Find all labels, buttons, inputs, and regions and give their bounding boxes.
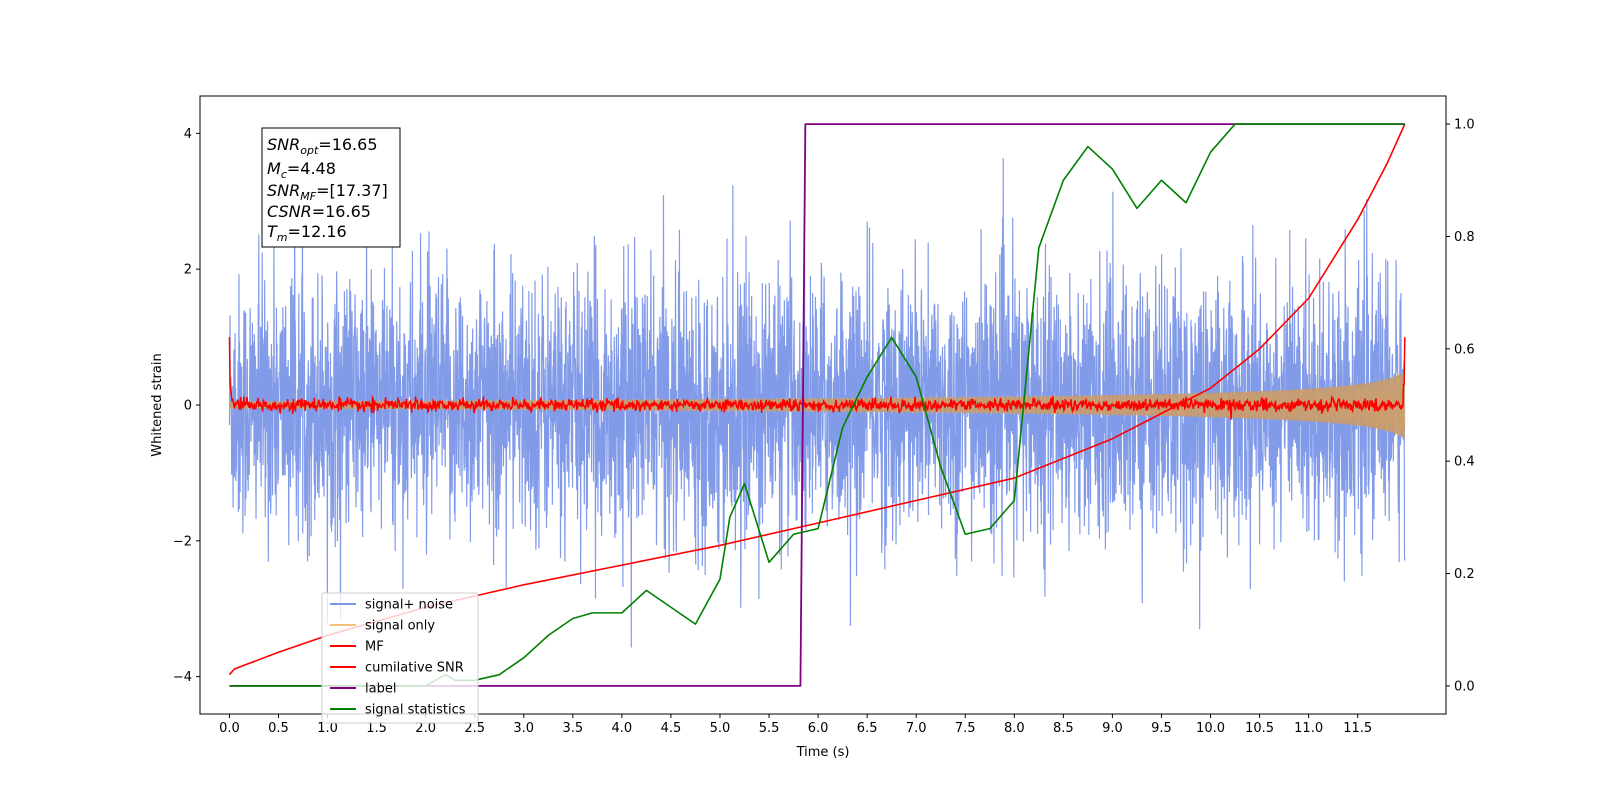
x-tick-label: 9.5	[1151, 721, 1172, 736]
series-cumulative-snr	[228, 123, 1406, 676]
series-mf	[228, 337, 1406, 420]
y-right-tick-label: 0.0	[1454, 679, 1475, 694]
y-right-tick-label: 0.2	[1454, 567, 1475, 582]
series-signal-statistics	[229, 123, 1405, 687]
y-axis-title: Whitened strain	[150, 353, 165, 456]
legend-label: signal statistics	[365, 703, 466, 718]
x-tick-label: 10.5	[1245, 721, 1274, 736]
y-left-tick-label: 4	[184, 127, 192, 142]
x-tick-label: 3.5	[562, 721, 583, 736]
annotation-csnr: CSNR=16.65	[267, 202, 371, 221]
y-left-tick-label: −2	[173, 534, 192, 549]
y-left-tick-label: −4	[173, 670, 192, 685]
annotation-box: SNRopt=16.65 Mc=4.48 SNRMF=[17.37] CSNR=…	[261, 127, 401, 248]
annotation-snr-mf: SNRMF=[17.37]	[267, 181, 388, 203]
legend-label: signal only	[365, 619, 435, 634]
y-left-tick-label: 0	[184, 399, 192, 414]
x-tick-label: 9.0	[1102, 721, 1123, 736]
x-tick-label: 10.0	[1196, 721, 1225, 736]
x-axis-title: Time (s)	[796, 745, 850, 760]
legend-label: cumilative SNR	[365, 661, 464, 676]
axes: 0.0 0.5 1.0 1.5 2.0 2.5 3.0 3.5 4.0 4.5 5.0 5.5 6.0 6…	[173, 118, 1475, 736]
legend-label: signal+ noise	[365, 598, 453, 613]
y-right-tick-label: 0.6	[1454, 342, 1475, 357]
legend-label: MF	[365, 640, 384, 655]
x-tick-label: 11.0	[1294, 721, 1323, 736]
series-label	[229, 123, 1405, 687]
x-tick-label: 7.0	[906, 721, 927, 736]
y-right-tick-label: 0.4	[1454, 455, 1475, 470]
y-right-tick-label: 1.0	[1454, 118, 1475, 133]
x-tick-label: 2.0	[415, 721, 436, 736]
x-tick-label: 4.0	[612, 721, 633, 736]
legend-label: label	[365, 682, 396, 697]
y-right-tick-label: 0.8	[1454, 230, 1475, 245]
legend-frame	[321, 592, 479, 724]
x-tick-label: 0.5	[268, 721, 289, 736]
legend: signal+ noise signal only MF cumilative SNR…	[321, 592, 479, 724]
x-tick-label: 2.5	[464, 721, 485, 736]
x-tick-label: 0.0	[219, 721, 240, 736]
annotation-tm: Tm=12.16	[267, 222, 347, 244]
x-tick-label: 6.5	[857, 721, 878, 736]
x-tick-label: 1.5	[366, 721, 387, 736]
annotation-frame	[261, 127, 401, 248]
x-tick-label: 11.5	[1343, 721, 1372, 736]
x-tick-label: 6.0	[808, 721, 829, 736]
x-tick-label: 5.5	[759, 721, 780, 736]
y-left-tick-label: 2	[184, 263, 192, 278]
annotation-snr-opt: SNRopt=16.65	[267, 135, 378, 157]
x-tick-label: 7.5	[955, 721, 976, 736]
x-tick-label: 1.0	[317, 721, 338, 736]
x-tick-label: 8.0	[1004, 721, 1025, 736]
x-tick-label: 8.5	[1053, 721, 1074, 736]
x-tick-label: 3.0	[513, 721, 534, 736]
annotation-mc: Mc=4.48	[267, 159, 336, 181]
plot-area	[228, 123, 1406, 687]
x-tick-label: 4.5	[661, 721, 682, 736]
x-tick-label: 5.0	[710, 721, 731, 736]
